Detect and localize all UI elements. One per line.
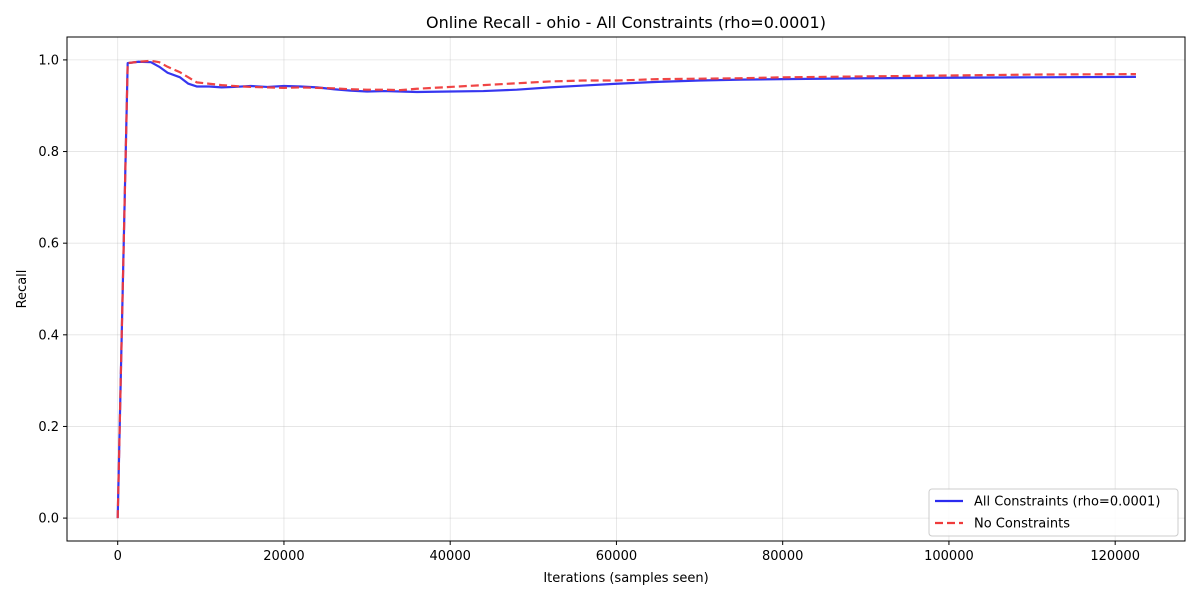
x-tick-label: 60000 (596, 549, 637, 564)
grid (67, 37, 1185, 541)
legend-box (928, 488, 1179, 537)
ticks: 0 20000 40000 60000 80000 100000 120000 0.0 0.2 0… (38, 53, 1140, 564)
legend-label: No Constraints (974, 517, 1070, 532)
y-tick-label: 0.2 (38, 420, 59, 435)
x-axis-label: Iterations (samples seen) (543, 571, 708, 586)
x-tick-label: 40000 (430, 549, 471, 564)
y-tick-label: 0.0 (38, 512, 59, 527)
y-tick-label: 0.4 (38, 328, 59, 343)
y-tick-label: 1.0 (38, 53, 59, 68)
x-tick-label: 120000 (1090, 549, 1140, 564)
y-tick-label: 0.8 (38, 145, 59, 160)
series-lines (116, 59, 1136, 519)
x-tick-label: 20000 (263, 549, 304, 564)
series-line-no-constraints (116, 59, 1136, 519)
chart-title: Online Recall - ohio - All Constraints (… (426, 13, 826, 32)
x-tick-label: 0 (114, 549, 122, 564)
series-line-all-constraints (116, 60, 1136, 519)
legend-label: All Constraints (rho=0.0001) (974, 495, 1160, 510)
y-tick-label: 0.6 (38, 237, 59, 252)
plot-frame (66, 36, 1186, 542)
x-tick-label: 80000 (762, 549, 803, 564)
x-tick-label: 100000 (924, 549, 974, 564)
legend: All Constraints (rho=0.0001) No Constrain… (928, 488, 1179, 537)
y-axis-label: Recall (15, 270, 30, 309)
